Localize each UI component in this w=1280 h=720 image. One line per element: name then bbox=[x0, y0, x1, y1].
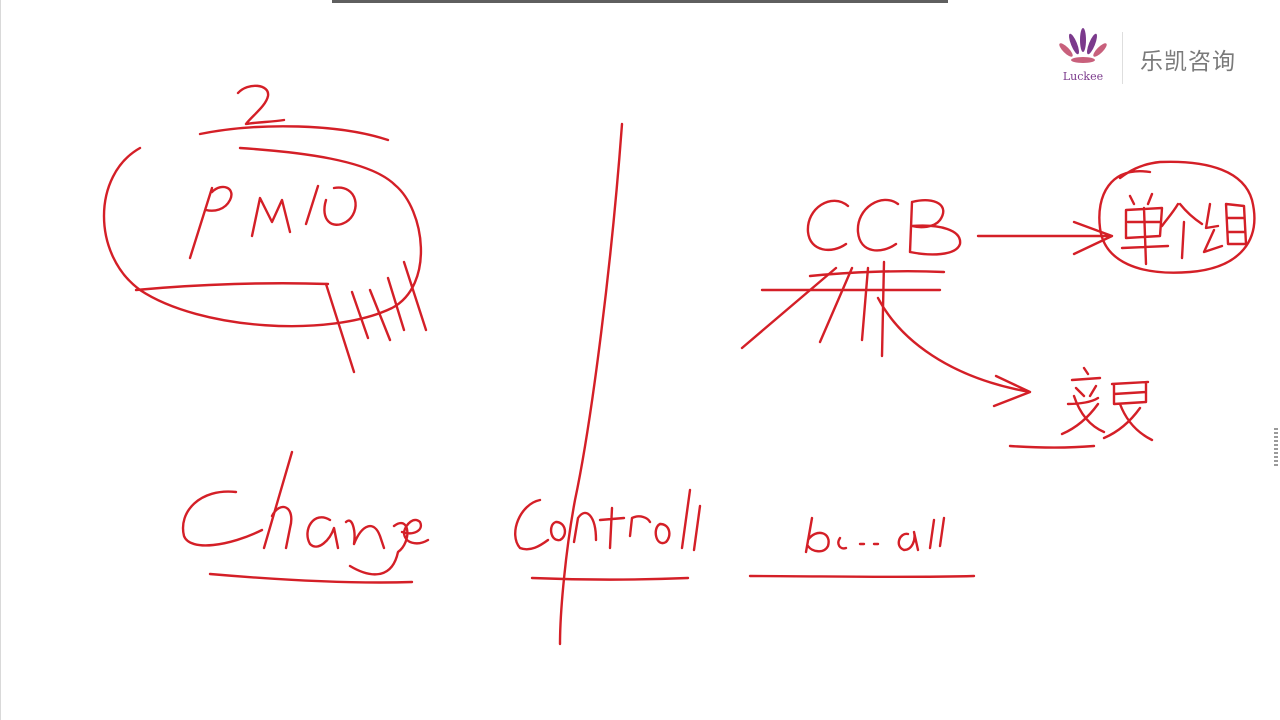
letter-m-stroke bbox=[250, 196, 292, 238]
logo-divider bbox=[1122, 32, 1123, 84]
letter-p-stroke bbox=[188, 185, 233, 260]
pmo-overline-stroke bbox=[198, 125, 390, 142]
ccb-hatch-strokes bbox=[740, 260, 886, 358]
letters-ccb-stroke bbox=[806, 198, 962, 256]
arrow-right-stroke bbox=[976, 220, 1114, 256]
pmo-group bbox=[102, 84, 428, 374]
word-control-underline bbox=[530, 576, 690, 581]
word-change-stroke bbox=[181, 450, 430, 576]
logo-brand-name: 乐凯咨询 bbox=[1140, 49, 1236, 75]
team-circle-stroke bbox=[1098, 160, 1256, 274]
pmo-underline-stroke bbox=[134, 282, 330, 292]
scrollbar-handle[interactable] bbox=[1274, 428, 1278, 468]
top-toolbar-strip bbox=[332, 0, 948, 3]
letter-o-stroke bbox=[304, 184, 357, 226]
curved-arrow-stroke bbox=[876, 296, 1032, 408]
left-border bbox=[0, 0, 1, 720]
word-board-underline bbox=[748, 574, 976, 579]
logo-latin-text: Luckee bbox=[1063, 70, 1103, 83]
change-chars-underline bbox=[1008, 444, 1096, 449]
word-control-stroke bbox=[514, 488, 702, 552]
ccb-strikethrough-strokes bbox=[760, 270, 946, 292]
word-board-stroke bbox=[804, 516, 946, 554]
team-chars-stroke bbox=[1120, 192, 1248, 266]
pmo-ellipse-stroke bbox=[102, 146, 423, 328]
ccb-group bbox=[740, 160, 1256, 449]
change-chars-stroke bbox=[1060, 366, 1154, 442]
change-control-board-group bbox=[181, 450, 976, 584]
pmo-hatch-strokes bbox=[324, 260, 428, 374]
vertical-divider-stroke bbox=[558, 122, 624, 646]
number-2-stroke bbox=[236, 84, 286, 126]
brand-logo: Luckee 乐凯咨询 bbox=[1050, 22, 1260, 88]
luckee-flower-icon: Luckee bbox=[1059, 28, 1107, 83]
word-change-underline bbox=[208, 572, 414, 584]
